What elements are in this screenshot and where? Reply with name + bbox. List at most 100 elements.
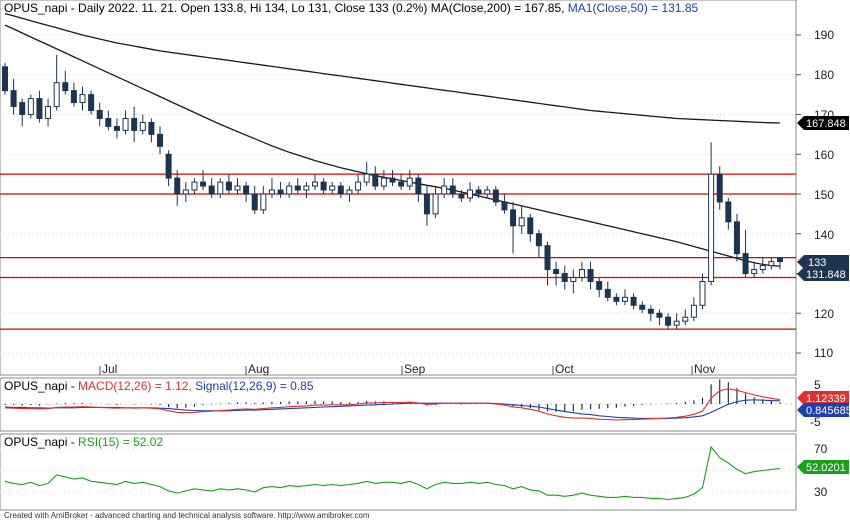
candle-body	[312, 181, 318, 187]
candle-body	[759, 265, 766, 271]
candle	[62, 70, 69, 95]
candle-body	[690, 304, 697, 318]
candle	[27, 94, 34, 119]
candle-body	[432, 193, 439, 215]
candle-body	[96, 110, 103, 119]
candle	[217, 178, 224, 198]
candle	[708, 142, 715, 286]
candle	[596, 277, 603, 298]
candle-body	[200, 181, 207, 187]
candle-body	[768, 261, 775, 267]
candle	[174, 170, 181, 206]
month-label: Jul	[102, 362, 117, 376]
candle-body	[182, 189, 189, 195]
candle	[699, 273, 706, 310]
price-panel-frame	[0, 0, 797, 376]
candle	[665, 313, 672, 330]
candle-body	[492, 189, 499, 203]
candle	[742, 229, 749, 278]
candle	[630, 293, 637, 310]
candle	[398, 174, 405, 191]
candle-body	[406, 177, 413, 187]
candle	[578, 261, 585, 282]
candle-body	[27, 98, 34, 115]
candle	[88, 90, 95, 115]
svg-text:0.845685: 0.845685	[806, 405, 850, 417]
candle-body	[415, 177, 422, 195]
candle	[45, 98, 52, 127]
month-label: Oct	[555, 362, 574, 376]
candle	[346, 186, 353, 202]
candle-body	[484, 189, 491, 195]
candle-body	[553, 269, 560, 274]
month-label: Nov	[694, 362, 715, 376]
candle-body	[337, 185, 344, 195]
candle	[484, 186, 491, 198]
candle	[251, 186, 258, 214]
candle-body	[105, 117, 112, 127]
candle-body	[225, 181, 232, 191]
price-grid	[0, 34, 801, 354]
candle-body	[682, 316, 689, 322]
macd-line	[4, 388, 781, 421]
candle-body	[423, 193, 430, 215]
candle-body	[742, 253, 749, 274]
candle	[234, 178, 241, 194]
candle	[501, 194, 508, 214]
svg-text:1.12339: 1.12339	[806, 393, 846, 405]
candle	[673, 313, 680, 330]
candle-body	[587, 269, 594, 282]
month-label: Sep	[404, 362, 426, 376]
svg-text:131.848: 131.848	[806, 269, 846, 281]
candle	[96, 102, 103, 127]
candle-body	[708, 173, 715, 282]
candle-body	[277, 189, 284, 195]
candle-body	[70, 90, 77, 104]
candle	[518, 205, 525, 234]
candle	[553, 261, 560, 286]
candle-body	[570, 276, 577, 282]
candle	[759, 257, 766, 274]
price-tick-label: 190	[814, 28, 834, 42]
candle	[2, 62, 8, 95]
candle	[733, 213, 740, 262]
candle	[561, 265, 568, 290]
candle-body	[441, 185, 448, 195]
candle	[363, 162, 370, 187]
candle-body	[458, 193, 465, 199]
candle-body	[243, 185, 250, 195]
candle-body	[733, 221, 740, 255]
candle	[751, 261, 758, 278]
candle	[716, 166, 723, 210]
candle-body	[329, 185, 336, 191]
candle-body	[165, 153, 172, 179]
candle-body	[2, 66, 8, 92]
candle	[510, 201, 517, 254]
candle	[622, 289, 628, 306]
candle	[312, 174, 318, 191]
candle	[406, 170, 413, 191]
rsi-header: OPUS_napi - RSI(15) = 52.02	[4, 435, 163, 449]
candle	[690, 297, 697, 322]
candle-body	[122, 117, 129, 131]
candle	[337, 182, 344, 198]
candle-body	[613, 296, 620, 302]
candle-body	[157, 133, 163, 147]
candle-body	[113, 125, 120, 131]
svg-text:167.848: 167.848	[806, 118, 846, 130]
candle-body	[596, 280, 603, 290]
candle	[467, 182, 473, 202]
price-tick-label: 180	[814, 68, 834, 82]
candle-body	[501, 201, 508, 211]
macd-badge: 1.12339	[797, 391, 849, 405]
candle	[113, 118, 120, 139]
candle-body	[346, 189, 353, 195]
candle-body	[10, 90, 17, 108]
candle	[380, 170, 387, 191]
candle	[768, 257, 775, 270]
candle	[182, 182, 189, 202]
candle-body	[62, 82, 69, 92]
candle	[191, 178, 198, 194]
candle-body	[268, 189, 275, 195]
